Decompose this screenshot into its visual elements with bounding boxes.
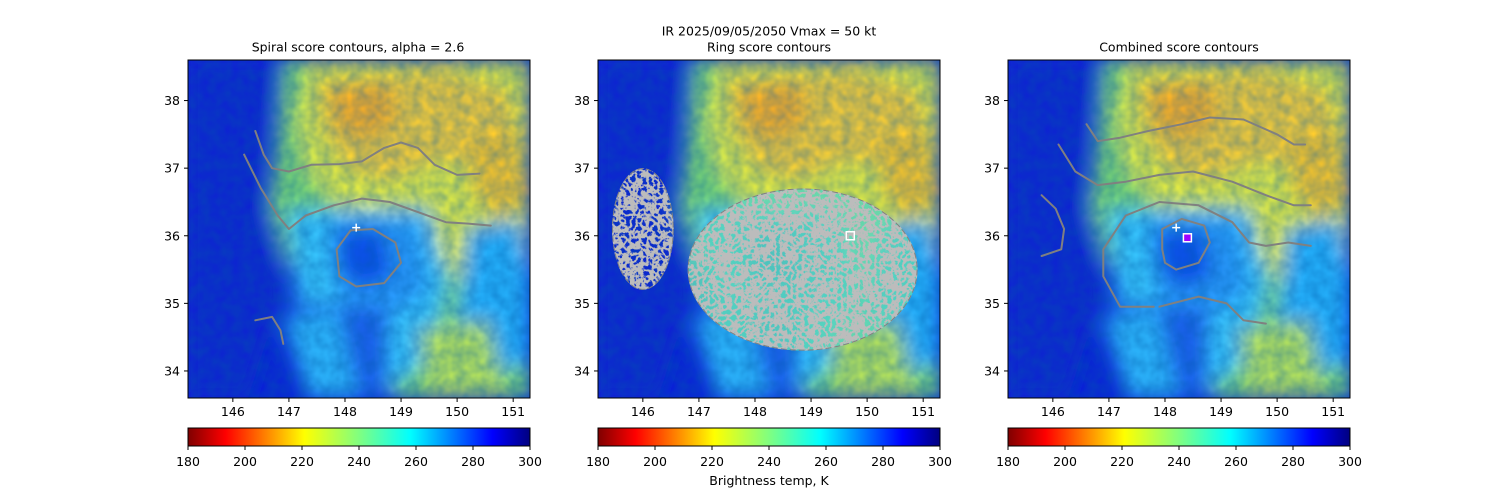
combined-contour-line [1102, 201, 1312, 308]
combined-contour-line [1161, 217, 1211, 271]
ring-colorbar-tick-label: 200 [643, 454, 667, 469]
figure-title: IR 2025/09/05/2050 Vmax = 50 kt [662, 24, 877, 39]
spiral-ytick-label: 38 [164, 93, 180, 108]
combined-center-plus-marker [1172, 223, 1181, 232]
ring-colorbar-tick-label: 240 [757, 454, 781, 469]
colorbar-combined [1007, 427, 1351, 447]
spiral-center-plus-marker [352, 223, 361, 232]
spiral-colorbar-tick-label: 200 [233, 454, 257, 469]
spiral-contour-line [254, 315, 285, 345]
spiral-colorbar-tick-label: 220 [290, 454, 314, 469]
ring-colorbar-tick-label: 260 [814, 454, 838, 469]
heatmap-spiral [188, 60, 530, 398]
ring-colorbar-tick-label: 180 [586, 454, 610, 469]
ring-ytick-label: 36 [574, 228, 590, 243]
colorbar-ring [597, 427, 941, 447]
combined-contour-line [1085, 116, 1307, 146]
panel-ring: Ring score contours 146 147 148 149 150 151 3… [574, 40, 952, 489]
ring-ytick-label: 34 [574, 363, 590, 378]
heatmap-ring [598, 60, 940, 398]
combined-xtick-label: 150 [1265, 404, 1289, 419]
combined-xtick-label: 151 [1321, 404, 1345, 419]
ring-ytick-label: 35 [574, 296, 590, 311]
combined-center-square-marker [1182, 233, 1193, 243]
spiral-xtick-label: 147 [277, 404, 301, 419]
spiral-colorbar-tick-label: 240 [347, 454, 371, 469]
panel-combined: Combined score contours 146 147 148 149 150 1… [984, 40, 1362, 470]
spiral-xtick-label: 146 [221, 404, 245, 419]
combined-contour-line [1158, 295, 1267, 325]
panel-spiral: Spiral score contours, alpha = 2.6 146 14… [164, 40, 542, 470]
combined-colorbar-tick-label: 280 [1281, 454, 1305, 469]
spiral-colorbar-tick-label: 260 [404, 454, 428, 469]
ring-xtick-label: 146 [631, 404, 655, 419]
spiral-xtick-label: 151 [501, 404, 525, 419]
combined-ytick-label: 36 [984, 228, 1000, 243]
spiral-colorbar-tick-label: 300 [518, 454, 542, 469]
spiral-colorbar-tick-label: 280 [461, 454, 485, 469]
heatmap-combined [1008, 60, 1350, 398]
ring-ytick-label: 38 [574, 93, 590, 108]
combined-colorbar-tick-label: 220 [1110, 454, 1134, 469]
ring-colorbar-tick-label: 300 [928, 454, 952, 469]
spiral-xtick-label: 150 [445, 404, 469, 419]
ring-colorbar-tick-label: 220 [700, 454, 724, 469]
spiral-colorbar-tick-label: 180 [176, 454, 200, 469]
combined-colorbar-tick-label: 180 [996, 454, 1020, 469]
panel-title-ring: Ring score contours [707, 40, 831, 55]
ring-ytick-label: 37 [574, 161, 590, 176]
axes-frame-ring [597, 59, 941, 399]
combined-ytick-label: 37 [984, 161, 1000, 176]
spiral-ytick-label: 35 [164, 296, 180, 311]
spiral-contour-line [254, 130, 481, 176]
ring-xtick-label: 149 [799, 404, 823, 419]
combined-xtick-label: 146 [1041, 404, 1065, 419]
ring-xtick-label: 147 [687, 404, 711, 419]
ring-colorbar-tick-label: 280 [871, 454, 895, 469]
combined-colorbar-tick-label: 260 [1224, 454, 1248, 469]
combined-ytick-label: 34 [984, 363, 1000, 378]
spiral-contour-line [335, 228, 402, 288]
ring-xtick-label: 151 [911, 404, 935, 419]
ring-contour-region [612, 168, 674, 290]
spiral-xtick-label: 148 [333, 404, 357, 419]
combined-ytick-label: 38 [984, 93, 1000, 108]
spiral-ytick-label: 37 [164, 161, 180, 176]
combined-ytick-label: 35 [984, 296, 1000, 311]
combined-contour-line [1057, 143, 1312, 207]
axes-frame-spiral [187, 59, 531, 399]
spiral-xtick-label: 149 [389, 404, 413, 419]
combined-colorbar-tick-label: 240 [1167, 454, 1191, 469]
combined-xtick-label: 149 [1209, 404, 1233, 419]
combined-colorbar-tick-label: 300 [1338, 454, 1362, 469]
ring-contour-region [687, 188, 918, 351]
combined-xtick-label: 147 [1097, 404, 1121, 419]
combined-xtick-label: 148 [1153, 404, 1177, 419]
axes-frame-combined [1007, 59, 1351, 399]
panel-title-spiral: Spiral score contours, alpha = 2.6 [252, 40, 465, 55]
colorbar-spiral [187, 427, 531, 447]
spiral-ytick-label: 34 [164, 363, 180, 378]
panel-title-combined: Combined score contours [1099, 40, 1259, 55]
ring-xtick-label: 148 [743, 404, 767, 419]
colorbar-label: Brightness temp, K [709, 473, 829, 488]
ring-center-square-marker [845, 231, 856, 241]
ring-xtick-label: 150 [855, 404, 879, 419]
spiral-ytick-label: 36 [164, 228, 180, 243]
combined-colorbar-tick-label: 200 [1053, 454, 1077, 469]
spiral-contour-line [243, 153, 492, 230]
combined-contour-line [1040, 194, 1066, 257]
